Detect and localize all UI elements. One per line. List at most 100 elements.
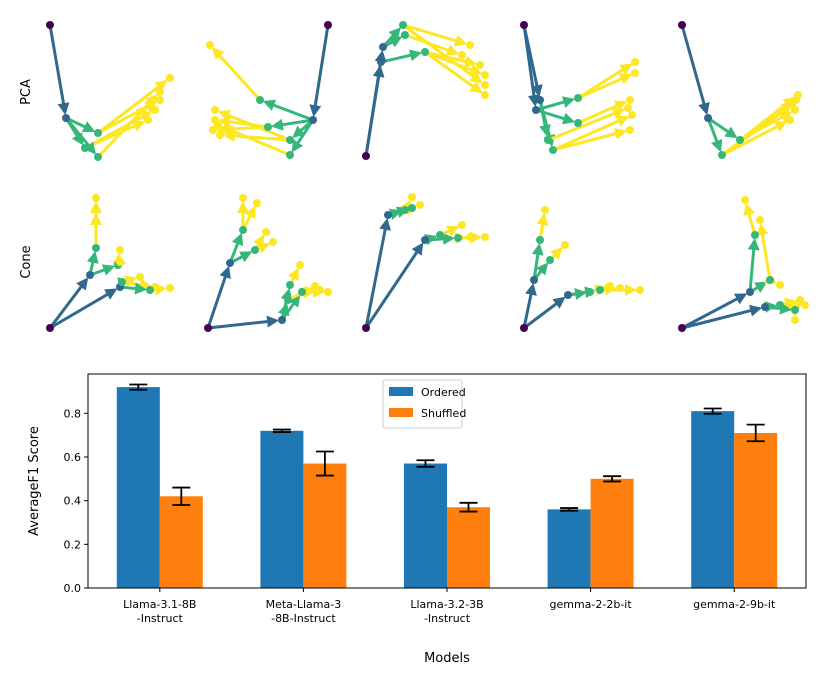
bar-shuffled <box>160 496 203 588</box>
legend-label: Shuffled <box>421 407 466 420</box>
tree-node <box>751 231 759 239</box>
tree-node <box>256 96 264 104</box>
tree-panel <box>206 21 332 159</box>
tree-root-node <box>678 21 686 29</box>
tree-node <box>766 276 774 284</box>
tree-node <box>606 282 614 290</box>
tree-node <box>421 48 429 56</box>
tree-node <box>454 234 462 242</box>
tree-node <box>626 126 634 134</box>
tree-edge <box>366 53 382 156</box>
tree-node <box>146 286 154 294</box>
tree-edge <box>266 102 313 120</box>
tree-node <box>211 106 219 114</box>
legend-swatch <box>389 408 413 417</box>
tree-panel <box>46 21 174 161</box>
tree-node <box>399 21 407 29</box>
tree-node <box>166 74 174 82</box>
tree-node <box>626 96 634 104</box>
tree-node <box>86 271 94 279</box>
x-tick-label: Meta-Llama-3-8B-Instruct <box>266 598 342 625</box>
tree-node <box>791 306 799 314</box>
tree-panel <box>46 194 174 332</box>
tree-node <box>532 106 540 114</box>
tree-node <box>146 99 154 107</box>
tree-node <box>379 43 387 51</box>
tree-panel <box>520 21 639 154</box>
bar-ordered <box>548 509 591 588</box>
tree-node <box>476 61 484 69</box>
x-tick-label: gemma-2-9b-it <box>693 598 776 611</box>
tree-node <box>269 238 277 246</box>
tree-node <box>776 301 784 309</box>
tree-edge <box>214 49 260 100</box>
tree-node <box>264 123 272 131</box>
tree-node <box>216 131 224 139</box>
y-tick-label: 0.8 <box>64 407 82 420</box>
tree-node <box>776 281 784 289</box>
tree-node <box>481 71 489 79</box>
tree-panel <box>362 21 489 160</box>
tree-edge <box>50 25 65 112</box>
tree-node <box>151 106 159 114</box>
bar-ordered <box>691 411 734 588</box>
tree-node <box>324 288 332 296</box>
x-tick-label: gemma-2-2b-it <box>550 598 633 611</box>
tree-root-node <box>362 152 370 160</box>
tree-node <box>786 116 794 124</box>
tree-node <box>156 88 164 96</box>
tree-node <box>81 144 89 152</box>
tree-node <box>94 153 102 161</box>
tree-node <box>92 206 100 214</box>
tree-node <box>628 111 636 119</box>
tree-node <box>309 116 317 124</box>
legend-swatch <box>389 387 413 396</box>
tree-node <box>756 216 764 224</box>
tree-node <box>421 236 429 244</box>
tree-node <box>741 196 749 204</box>
tree-node <box>631 58 639 66</box>
tree-node <box>458 221 466 229</box>
tree-root-node <box>520 21 528 29</box>
tree-node <box>546 256 554 264</box>
tree-node <box>466 233 474 241</box>
tree-node <box>544 136 552 144</box>
tree-node <box>801 301 809 309</box>
tree-root-node <box>678 324 686 332</box>
tree-panel <box>362 193 489 332</box>
tree-edge <box>122 282 149 286</box>
tree-node <box>574 94 582 102</box>
tree-edge <box>682 25 706 112</box>
tree-node <box>561 241 569 249</box>
tree-root-node <box>204 324 212 332</box>
tree-root-node <box>362 324 370 332</box>
tree-node <box>116 258 124 266</box>
bar-shuffled <box>591 479 634 588</box>
bar-shuffled <box>734 433 777 588</box>
tree-node <box>311 282 319 290</box>
tree-root-node <box>520 324 528 332</box>
legend-label: Ordered <box>421 386 466 399</box>
tree-node <box>481 91 489 99</box>
tree-edge <box>722 104 791 155</box>
tree-edge <box>381 53 419 62</box>
tree-edge <box>578 75 630 98</box>
tree-node <box>416 201 424 209</box>
tree-node <box>536 236 544 244</box>
tree-node <box>401 31 409 39</box>
tree-node <box>253 199 261 207</box>
row-label-cone: Cone <box>19 245 34 278</box>
y-tick-label: 0.0 <box>64 582 82 595</box>
tree-node <box>136 273 144 281</box>
tree-node <box>166 284 174 292</box>
tree-node <box>616 284 624 292</box>
tree-node <box>624 104 632 112</box>
tree-node <box>636 286 644 294</box>
tree-node <box>596 286 604 294</box>
tree-edge <box>208 321 276 328</box>
tree-node <box>278 316 286 324</box>
tree-node <box>377 58 385 66</box>
tree-node <box>736 136 744 144</box>
tree-node <box>792 96 800 104</box>
